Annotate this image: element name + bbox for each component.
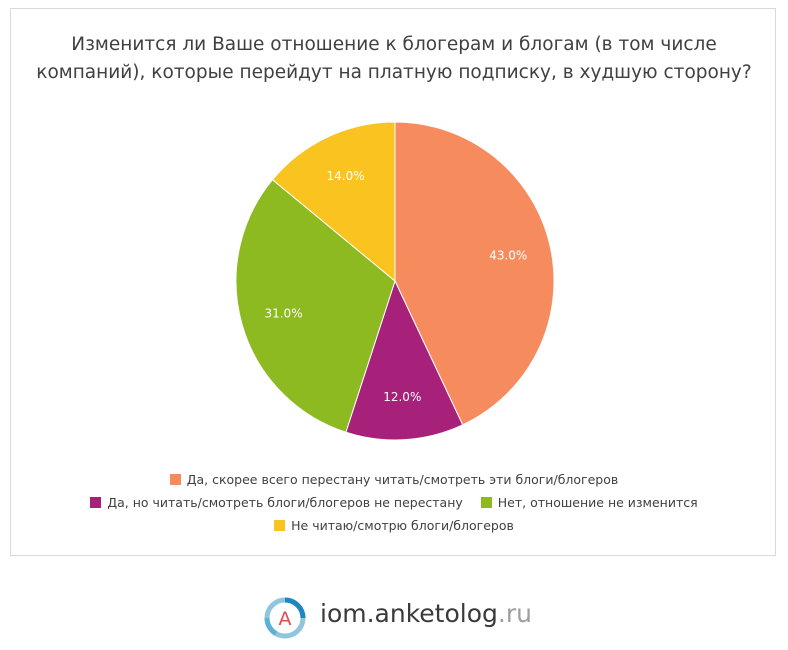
chart-title-line-2: компаний), которые перейдут на платную п… — [36, 62, 752, 83]
brand-name: iom.anketolog.ru — [320, 599, 532, 628]
legend-row-3: Не читаю/смотрю блоги/блогеров — [11, 518, 777, 533]
logo-letter: A — [279, 608, 292, 630]
legend-row-2: Да, но читать/смотреть блоги/блогеров не… — [11, 495, 777, 510]
legend-swatch-1 — [169, 474, 181, 485]
chart-title-line-1: Изменится ли Ваше отношение к блогерам и… — [71, 34, 717, 55]
chart-frame: Изменится ли Ваше отношение к блогерам и… — [10, 8, 776, 556]
pie-slice-1[interactable] — [394, 121, 555, 426]
legend-label-3: Нет, отношение не изменится — [497, 495, 698, 510]
legend-item-slice-4[interactable]: Не читаю/смотрю блоги/блогеров — [274, 518, 514, 533]
slice-label-1: 43.0% — [489, 249, 527, 263]
legend-swatch-3 — [480, 497, 492, 508]
legend-row-1: Да, скорее всего перестану читать/смотре… — [11, 472, 777, 487]
slice-label-3: 31.0% — [264, 306, 302, 320]
slice-label-2: 12.0% — [383, 390, 421, 404]
pie-chart: 43.0% 12.0% 31.0% 14.0% — [235, 121, 555, 441]
legend-label-2: Да, но читать/смотреть блоги/блогеров не… — [107, 495, 463, 510]
slice-label-4: 14.0% — [327, 169, 365, 183]
anketolog-logo-icon: A — [264, 597, 306, 639]
pie-slice-4[interactable] — [271, 121, 396, 283]
pie-slice-3[interactable] — [235, 178, 396, 433]
legend-label-1: Да, скорее всего перестану читать/смотре… — [186, 472, 619, 487]
pie-slice-2[interactable] — [345, 279, 464, 441]
legend-item-slice-1[interactable]: Да, скорее всего перестану читать/смотре… — [169, 472, 619, 487]
legend-swatch-4 — [274, 520, 286, 531]
brand-domain: iom.anketolog — [320, 599, 498, 628]
legend-label-4: Не читаю/смотрю блоги/блогеров — [291, 518, 514, 533]
legend-item-slice-3[interactable]: Нет, отношение не изменится — [480, 495, 698, 510]
legend-item-slice-2[interactable]: Да, но читать/смотреть блоги/блогеров не… — [90, 495, 463, 510]
chart-title: Изменится ли Ваше отношение к блогерам и… — [11, 31, 777, 87]
brand-tld: .ru — [497, 599, 532, 628]
legend-swatch-2 — [90, 497, 102, 508]
